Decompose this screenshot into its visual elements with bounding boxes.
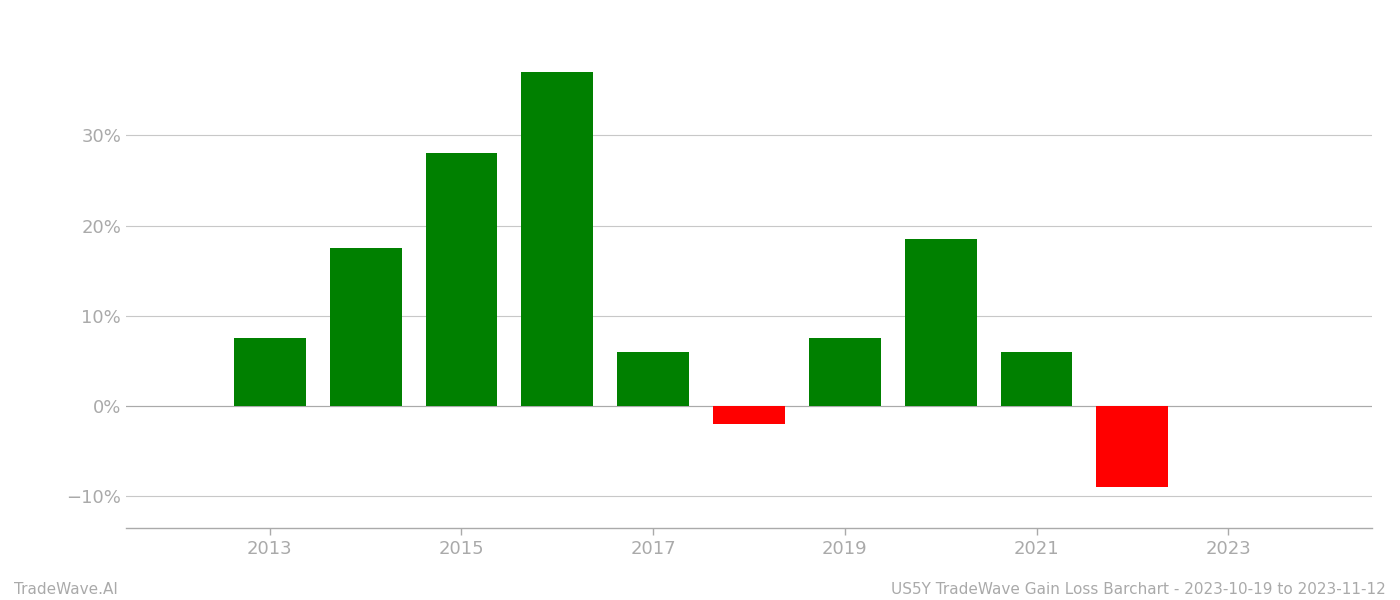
Bar: [1096, 406, 1169, 487]
Text: TradeWave.AI: TradeWave.AI: [14, 582, 118, 597]
Bar: [426, 154, 497, 406]
Bar: [617, 352, 689, 406]
Text: US5Y TradeWave Gain Loss Barchart - 2023-10-19 to 2023-11-12: US5Y TradeWave Gain Loss Barchart - 2023…: [892, 582, 1386, 597]
Bar: [713, 406, 785, 424]
Bar: [521, 72, 594, 406]
Bar: [234, 338, 305, 406]
Bar: [809, 338, 881, 406]
Bar: [1001, 352, 1072, 406]
Bar: [904, 239, 977, 406]
Bar: [329, 248, 402, 406]
